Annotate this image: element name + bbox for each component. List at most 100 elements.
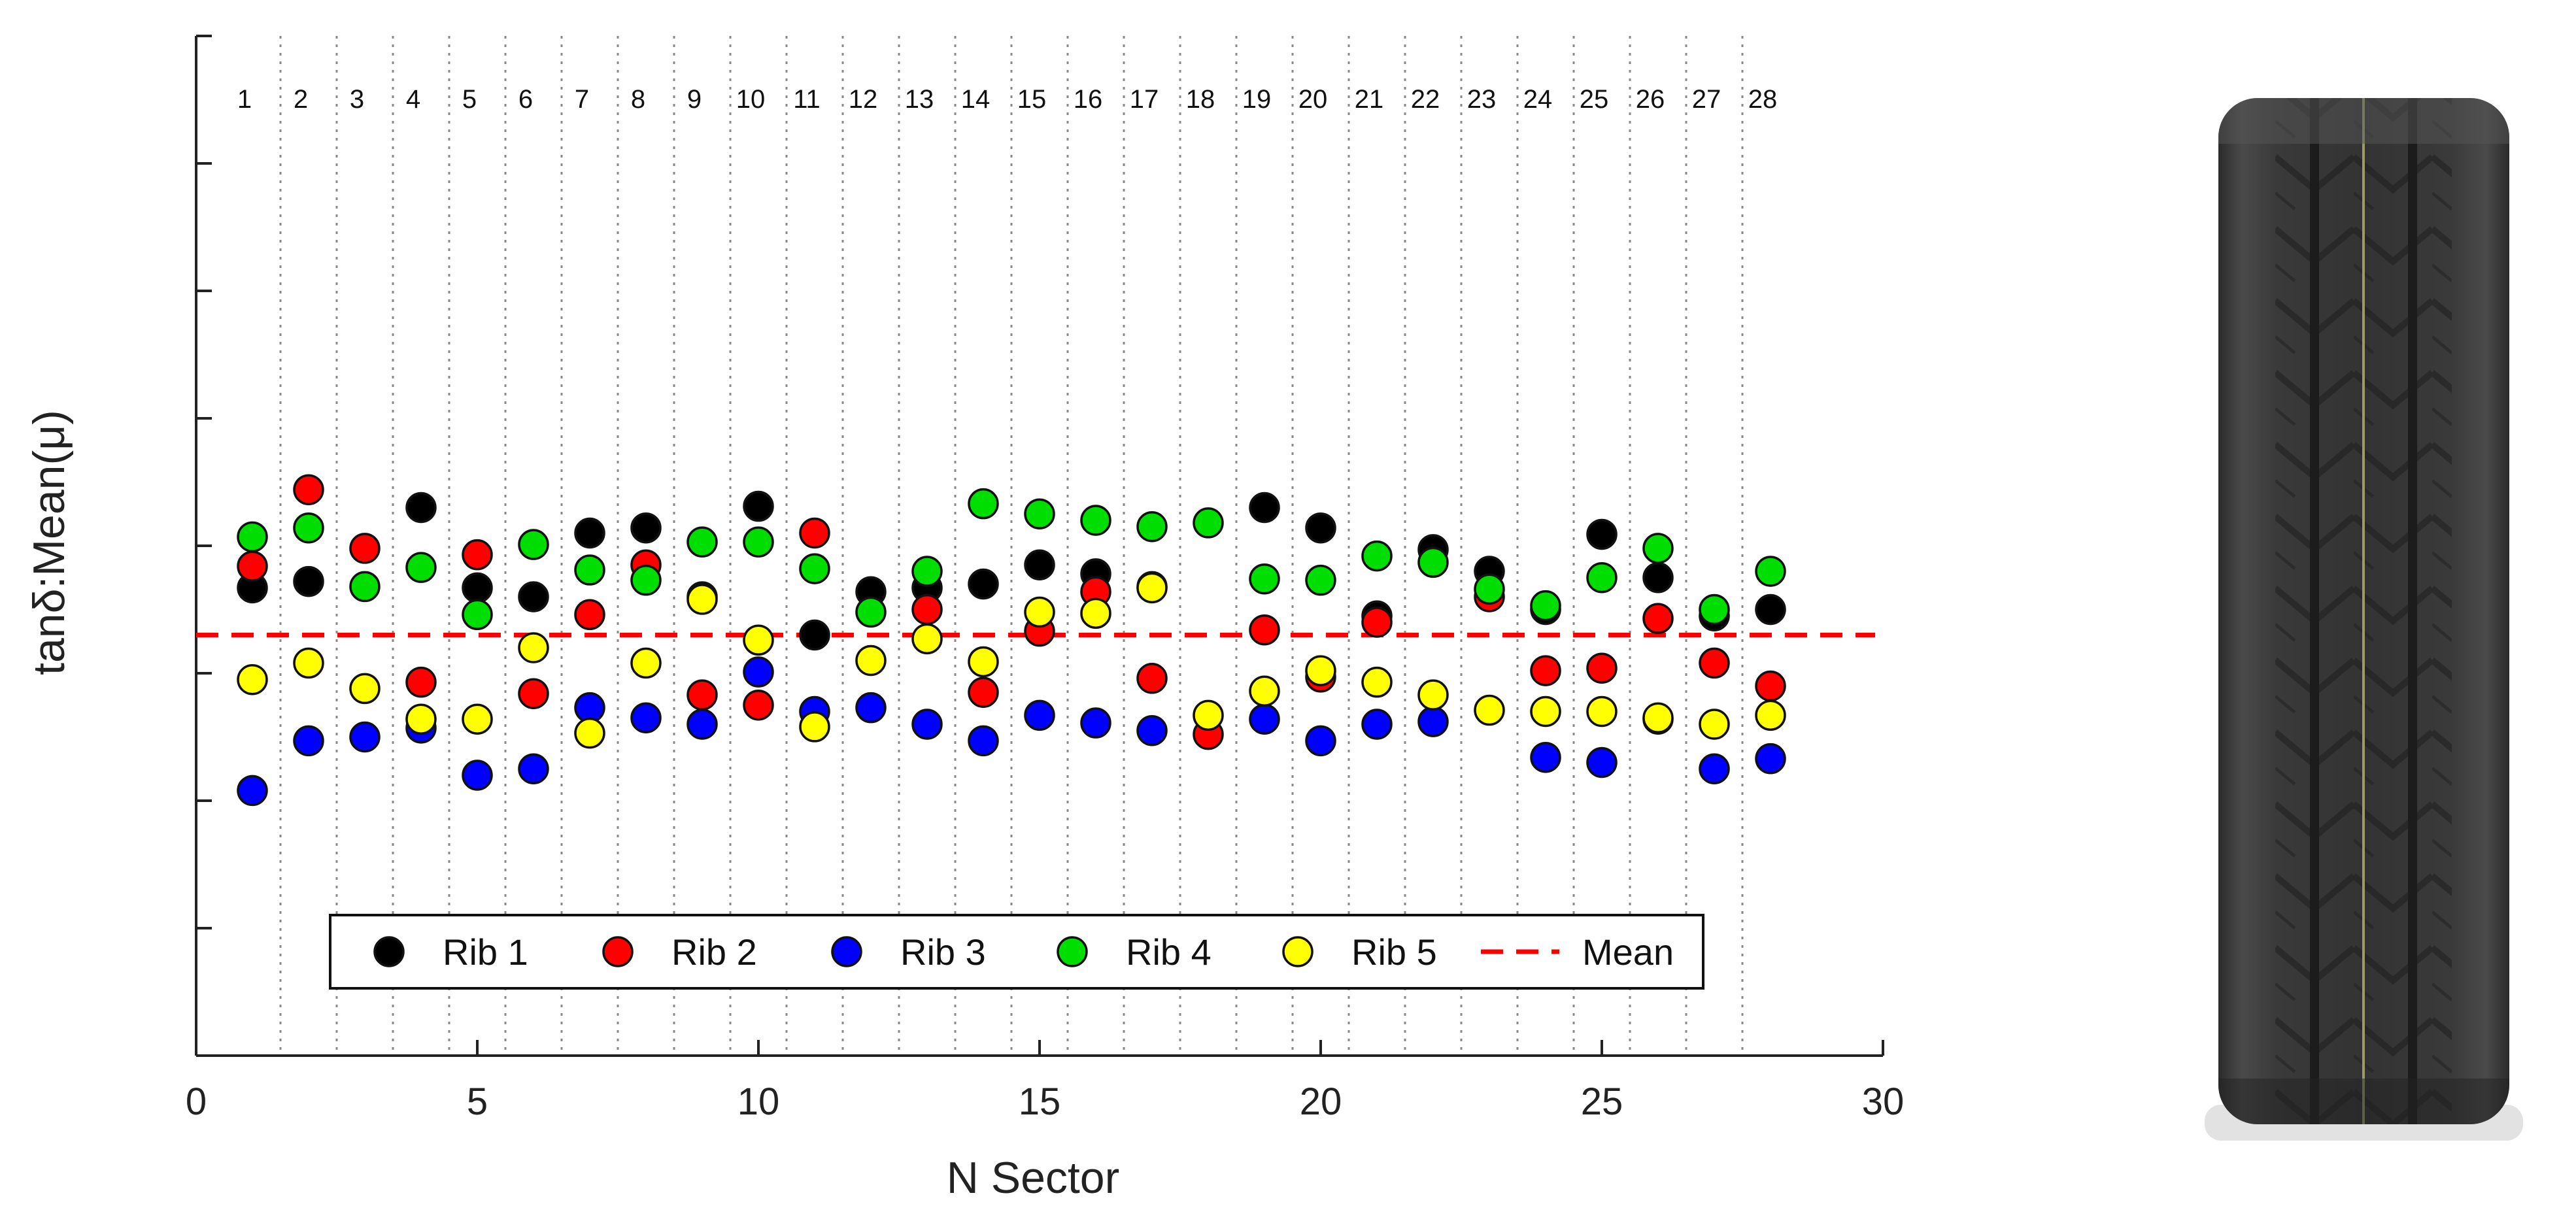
rib-4-point	[1193, 507, 1224, 539]
rib-4-point	[686, 526, 718, 558]
rib-3-point	[1080, 707, 1111, 739]
rib-5-point	[968, 646, 999, 678]
rib-2-point	[1755, 670, 1786, 702]
rib-5-point	[799, 711, 830, 743]
rib-3-point	[1755, 743, 1786, 775]
rib-3-point	[968, 725, 999, 757]
y-axis-title: tanδ:Mean(μ)	[24, 410, 74, 675]
rib-1-point	[1586, 518, 1618, 550]
rib-3-point	[1417, 706, 1449, 737]
x-tick-label: 20	[1300, 1080, 1342, 1123]
rib-5-point	[1249, 675, 1280, 707]
rib-3-point	[462, 760, 493, 791]
rib-2-point	[686, 679, 718, 711]
rib-3-point	[1530, 741, 1561, 773]
tire-top-edge	[2218, 98, 2509, 144]
rib-2-point	[1249, 614, 1280, 646]
rib-5-point	[1755, 699, 1786, 731]
x-tick-label: 30	[1862, 1080, 1905, 1123]
legend-label-rib-4: Rib 4	[1126, 931, 1212, 973]
rib-3-point	[1249, 703, 1280, 735]
legend-marker-rib-5	[1282, 936, 1313, 967]
rib-1-point	[293, 565, 324, 597]
sector-label: 24	[1523, 85, 1553, 114]
rib-4-point	[911, 556, 943, 587]
rib-5-point	[1136, 572, 1168, 604]
rib-2-point	[743, 690, 774, 721]
rib-4-point	[462, 599, 493, 631]
legend-marker-rib-2	[602, 936, 634, 967]
legend-label-rib-3: Rib 3	[900, 931, 986, 973]
sector-labels: 1 2 3 4 5 6 7 8 9 10 11 12 13 14 15 16 17 18 19 20 21 22 23 24 2…	[237, 85, 1777, 114]
sector-label: 11	[793, 85, 821, 114]
rib-5-point	[1530, 695, 1561, 728]
rib-4-point	[1474, 573, 1505, 605]
x-axis-title: N Sector	[947, 1153, 1120, 1203]
rib-1-point	[799, 619, 830, 651]
rib-5-point	[1586, 695, 1618, 728]
sector-label: 12	[849, 85, 878, 114]
rib-2-point	[349, 533, 381, 564]
sector-label: 10	[736, 85, 766, 114]
rib-1-point	[574, 517, 605, 549]
rib-4-point	[1642, 533, 1674, 564]
sector-label: 16	[1074, 85, 1103, 114]
rib-3-point	[237, 775, 268, 807]
rib-5-point	[1305, 655, 1336, 686]
rib-2-point	[1642, 603, 1674, 634]
sector-label: 18	[1186, 85, 1215, 114]
rib-2-point	[799, 517, 830, 549]
rib-5-point	[349, 673, 381, 705]
rib-1-point	[743, 490, 774, 522]
rib-4-point	[349, 571, 381, 603]
rib-5-point	[630, 647, 662, 679]
sector-label: 8	[631, 85, 645, 114]
rib-2-point	[405, 666, 437, 698]
rib-3-point	[349, 721, 381, 753]
legend-marker-rib-1	[373, 936, 405, 967]
sector-label: 9	[687, 85, 702, 114]
rib-4-point	[1417, 546, 1449, 578]
rib-4-point	[1136, 511, 1168, 543]
x-tick-label: 10	[737, 1080, 780, 1123]
legend-label-rib-2: Rib 2	[671, 931, 757, 973]
rib-2-point	[237, 550, 268, 582]
rib-1-point	[968, 568, 999, 600]
legend: Rib 1 Rib 2 Rib 3 Rib 4 Rib 5 Mean	[329, 914, 1704, 990]
rib-5-point	[686, 584, 718, 615]
rib-4-point	[1080, 505, 1111, 536]
rib-5-point	[518, 632, 549, 663]
rib-2-point	[1361, 607, 1393, 638]
rib-5-point	[462, 703, 493, 735]
sector-label: 13	[905, 85, 934, 114]
sector-label: 1	[237, 85, 252, 114]
data-points	[237, 474, 1786, 807]
sector-label: 19	[1242, 85, 1272, 114]
rib-5-point	[743, 624, 774, 656]
rib-4-point	[1361, 540, 1393, 572]
x-tick-label: 25	[1581, 1080, 1623, 1123]
rib-2-point	[1530, 655, 1561, 686]
rib-5-point	[1642, 702, 1674, 733]
rib-2-point	[518, 678, 549, 709]
rib-5-point	[237, 664, 268, 695]
rib-5-point	[1024, 596, 1055, 628]
legend-box	[329, 914, 1704, 990]
legend-label-rib-5: Rib 5	[1351, 931, 1437, 973]
rib-3-point	[686, 709, 718, 740]
tire-tread-photo	[2205, 98, 2523, 1141]
sector-label: 3	[350, 85, 364, 114]
rib-5-point	[911, 623, 943, 655]
sector-label: 27	[1692, 85, 1721, 114]
rib-1-point	[1305, 512, 1336, 544]
sector-label: 5	[462, 85, 477, 114]
rib-4-point	[1586, 562, 1618, 594]
sector-label: 23	[1467, 85, 1497, 114]
rib-4-point	[799, 553, 830, 584]
rib-4-point	[574, 554, 605, 586]
rib-2-point	[968, 677, 999, 708]
rib-3-point	[1024, 699, 1055, 731]
rib-4-point	[293, 512, 324, 544]
rib-3-point	[743, 656, 774, 688]
